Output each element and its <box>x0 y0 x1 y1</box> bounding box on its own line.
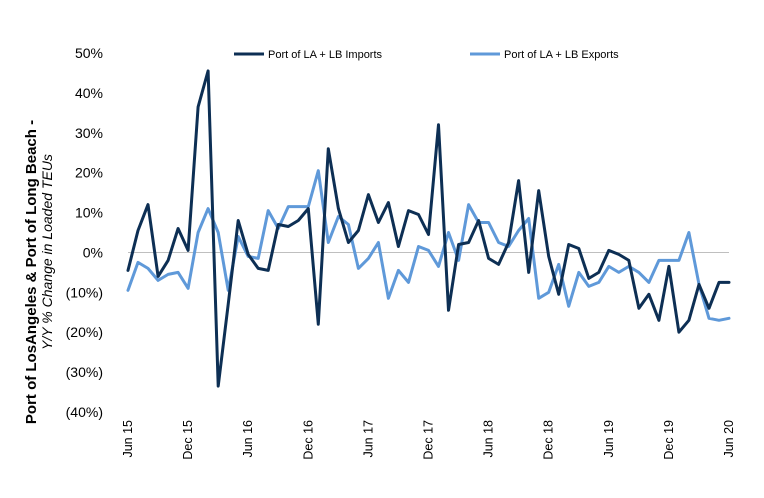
legend: Port of LA + LB Imports Port of LA + LB … <box>234 49 619 61</box>
x-tick-label: Jun 15 <box>121 420 135 458</box>
x-tick-label: Dec 19 <box>662 420 676 460</box>
y-axis-label: Port of LosAngeles & Port of Long Beach … <box>23 120 40 424</box>
x-tick-label: Jun 18 <box>482 420 496 458</box>
imports-series-line <box>126 69 731 388</box>
y-tick-label: 20% <box>75 165 103 181</box>
x-tick-label: Jun 16 <box>241 420 255 458</box>
y-axis-sublabel: Y/Y % Change in Loaded TEUs <box>39 154 55 350</box>
y-tick-label: 40% <box>75 85 103 101</box>
y-tick-label: 10% <box>75 205 103 221</box>
series-group <box>126 69 731 388</box>
y-tick-label: (10%) <box>66 284 103 300</box>
y-axis-title: Port of LosAngeles & Port of Long Beach … <box>23 120 55 424</box>
legend-exports-label: Port of LA + LB Exports <box>504 49 619 61</box>
y-axis-ticks: 50% 40% 30% 20% 10% 0% (10%) (20%) (30%) (40%) <box>66 45 103 420</box>
x-axis-ticks: Jun 15 Dec 15 Jun 16 Dec 16 Jun 17 Dec 17 Jun … <box>121 420 736 460</box>
y-tick-label: 0% <box>83 244 103 260</box>
x-tick-label: Dec 18 <box>542 420 556 460</box>
y-tick-label: 30% <box>75 125 103 141</box>
legend-imports-label: Port of LA + LB Imports <box>268 49 383 61</box>
exports-series-line <box>126 169 731 322</box>
y-tick-label: (40%) <box>66 404 103 420</box>
y-tick-label: 50% <box>75 45 103 61</box>
x-tick-label: Jun 19 <box>602 420 616 458</box>
y-tick-label: (30%) <box>66 364 103 380</box>
x-tick-label: Dec 17 <box>422 420 436 460</box>
x-tick-label: Jun 20 <box>722 420 736 458</box>
y-tick-label: (20%) <box>66 324 103 340</box>
x-tick-label: Dec 15 <box>181 420 195 460</box>
x-tick-label: Jun 17 <box>361 420 375 458</box>
x-tick-label: Dec 16 <box>301 420 315 460</box>
